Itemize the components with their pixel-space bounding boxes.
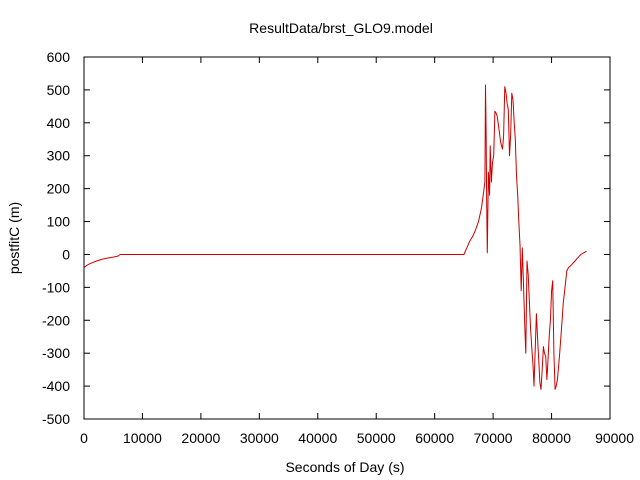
x-tick-label: 40000 (298, 430, 337, 446)
y-tick-label: 500 (47, 82, 71, 98)
y-tick-label: -500 (42, 411, 70, 427)
y-tick-label: 200 (47, 181, 71, 197)
x-tick-label: 30000 (240, 430, 279, 446)
x-tick-label: 10000 (123, 430, 162, 446)
series-line (83, 84, 587, 390)
y-tick-label: -200 (42, 312, 70, 328)
x-axis: 0 10000 20000 30000 40000 50000 60000 70000 8000… (80, 57, 634, 446)
x-tick-label: 90000 (595, 430, 634, 446)
y-axis-label: postfitC (m) (6, 202, 22, 274)
y-tick-label: 300 (47, 148, 71, 164)
x-tick-label: 70000 (474, 430, 513, 446)
x-tick-label: 0 (80, 430, 88, 446)
x-tick-label: 60000 (415, 430, 454, 446)
y-tick-label: 100 (47, 214, 71, 230)
y-tick-label: -300 (42, 345, 70, 361)
x-tick-label: 50000 (357, 430, 396, 446)
x-axis-label: Seconds of Day (s) (285, 459, 404, 475)
x-tick-label: 80000 (532, 430, 571, 446)
plot-frame (83, 56, 611, 420)
y-axis: -500 -400 -300 -200 -100 0 100 200 300 400 500 600 (42, 49, 610, 427)
y-tick-label: -400 (42, 378, 70, 394)
y-tick-label: 400 (47, 115, 71, 131)
y-tick-label: -100 (42, 279, 70, 295)
y-tick-label: 0 (62, 246, 70, 262)
y-tick-label: 600 (47, 49, 71, 65)
chart-title: ResultData/brst_GLO9.model (249, 20, 433, 36)
x-tick-label: 20000 (181, 430, 220, 446)
